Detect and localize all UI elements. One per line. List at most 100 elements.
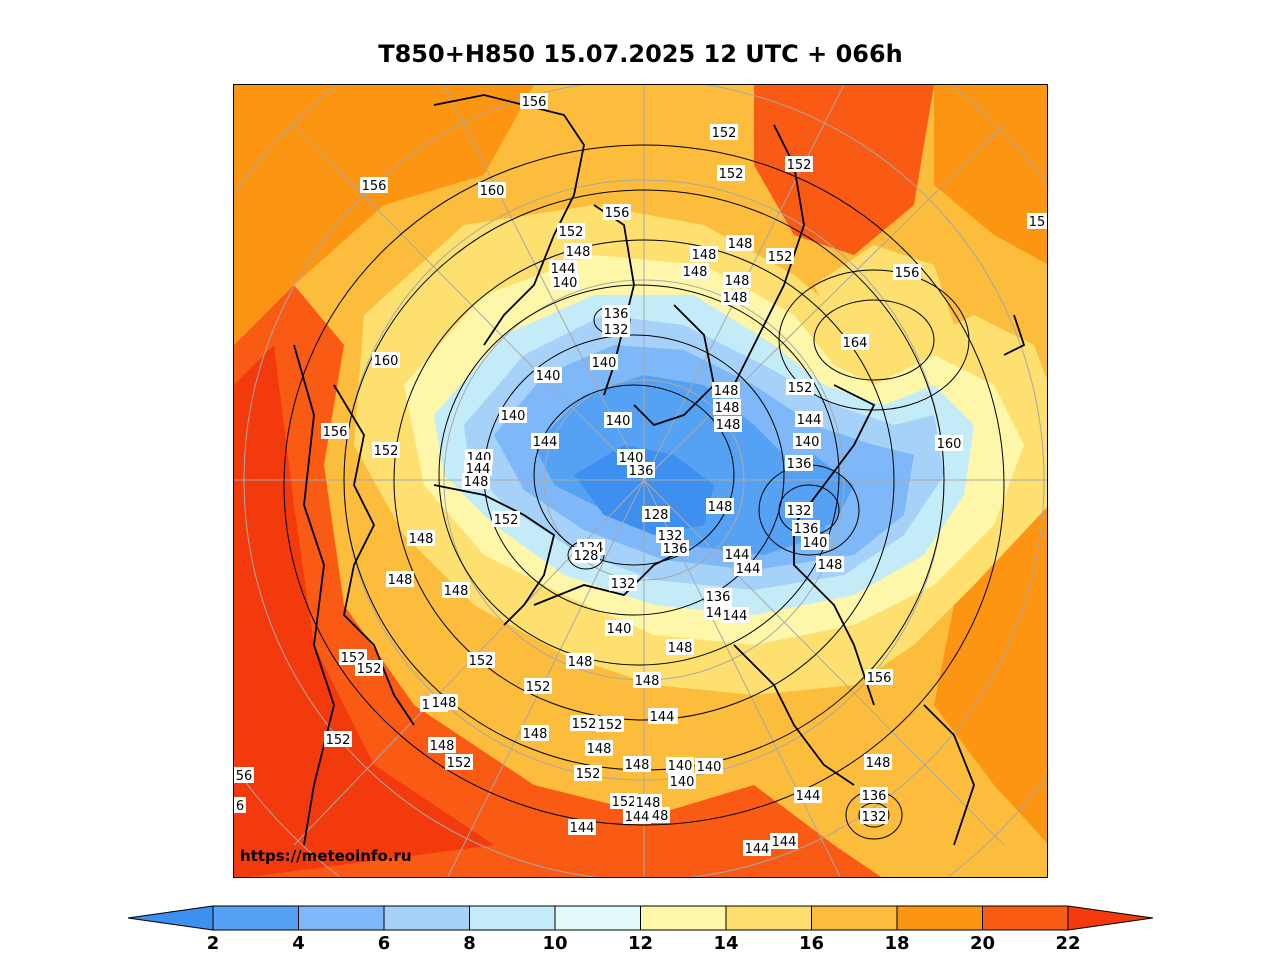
contour-label: 136 (792, 520, 820, 537)
contour-label: 144 (721, 607, 749, 624)
contour-label-text: 160 (937, 437, 962, 452)
contour-label: 148 (723, 272, 751, 289)
contour-label: 136 (627, 462, 655, 479)
contour-label-text: 152 (576, 767, 601, 782)
contour-label: 152 (785, 156, 813, 173)
contour-label-text: 144 (723, 609, 748, 624)
contour-label: 152 (324, 731, 352, 748)
contour-label: 160 (478, 182, 506, 199)
contour-label-text: 148 (464, 475, 489, 490)
colorbar-segment (982, 905, 1069, 931)
contour-label-text: 148 (692, 248, 717, 263)
contour-label-text: 148 (714, 384, 739, 399)
contour-label: 152 (786, 379, 814, 396)
contour-label: 148 (726, 235, 754, 252)
contour-label-text: 148 (388, 573, 413, 588)
contour-label: 144 (743, 840, 771, 857)
contour-label: 148 (428, 737, 456, 754)
contour-label: 136 (860, 787, 888, 804)
contour-label: 136 (785, 455, 813, 472)
contour-label: 15 (1027, 213, 1047, 230)
contour-label: 148 (712, 382, 740, 399)
contour-label-text: 136 (862, 789, 887, 804)
contour-label: 144 (648, 708, 676, 725)
contour-label: 140 (605, 620, 633, 637)
contour-label-text: 144 (745, 842, 770, 857)
contour-label-text: 6 (236, 799, 244, 814)
contour-label: 152 (766, 248, 794, 265)
contour-label-text: 152 (768, 250, 793, 265)
contour-label: 152 (372, 442, 400, 459)
contour-label: 140 (499, 407, 527, 424)
contour-label-text: 148 (715, 401, 740, 416)
contour-label-text: 144 (725, 548, 750, 563)
contour-label-text: 152 (572, 717, 597, 732)
colorbar-min-extend (127, 905, 214, 931)
contour-label: 144 (549, 260, 577, 277)
contour-label-text: 140 (606, 414, 631, 429)
contour-label: 152 (610, 793, 638, 810)
contour-label: 136 (661, 540, 689, 557)
contour-label-text: 152 (598, 718, 623, 733)
contour-label: 152 (467, 652, 495, 669)
colorbar-tick-label: 16 (799, 933, 824, 954)
colorbar-max-extend (1067, 905, 1154, 931)
contour-label-text: 140 (592, 356, 617, 371)
contour-label: 148 (430, 694, 458, 711)
contour-label-text: 152 (357, 662, 382, 677)
contour-label: 140 (590, 354, 618, 371)
weather-map[interactable]: 156 152 152 152 156 160 156 15 152 148 144 140 148 14… (233, 84, 1048, 878)
contour-label: 156 (603, 204, 631, 221)
contour-label: 148 (585, 740, 613, 757)
contour-label: 148 (566, 653, 594, 670)
contour-label: 152 (492, 511, 520, 528)
contour-label-text: 152 (719, 167, 744, 182)
contour-label-text: 152 (559, 225, 584, 240)
contour-label-text: 156 (323, 425, 348, 440)
contour-label-text: 128 (644, 508, 669, 523)
contour-label: 152 (717, 165, 745, 182)
contour-label-text: 140 (553, 276, 578, 291)
contour-label-text: 136 (663, 542, 688, 557)
contour-label-text: 148 (866, 756, 891, 771)
contour-label-text: 148 (635, 674, 660, 689)
contour-label-text: 148 (566, 245, 591, 260)
colorbar-tick-label: 8 (463, 933, 476, 954)
contour-label-text: 140 (501, 409, 526, 424)
contour-label: 148 (442, 582, 470, 599)
contour-label: 144 (723, 546, 751, 563)
watermark: https://meteoinfo.ru (240, 847, 412, 865)
contour-label-text: 144 (650, 710, 675, 725)
contour-label-text: 136 (787, 457, 812, 472)
contour-label: 144 (623, 808, 651, 825)
contour-label: 148 (386, 571, 414, 588)
contour-label-text: 132 (787, 504, 812, 519)
colorbar-tick-label: 14 (713, 933, 738, 954)
contour-label: 148 (864, 754, 892, 771)
map-title: T850+H850 15.07.2025 12 UTC + 066h (378, 40, 903, 68)
contour-label-text: 140 (795, 435, 820, 450)
colorbar-tick-label: 4 (292, 933, 305, 954)
contour-label-text: 148 (683, 265, 708, 280)
contour-label: 148 (721, 289, 749, 306)
colorbar-segment (469, 905, 556, 931)
contour-label-text: 144 (797, 413, 822, 428)
contour-label: 140 (551, 274, 579, 291)
contour-label-text: 148 (716, 418, 741, 433)
contour-label: 144 (794, 787, 822, 804)
contour-label-text: 152 (526, 680, 551, 695)
contour-label: 144 (795, 411, 823, 428)
contour-label: 152 (355, 660, 383, 677)
contour-label: 156 (893, 264, 921, 281)
contour-label: 144 (734, 560, 762, 577)
contour-label-text: 164 (843, 336, 868, 351)
colorbar-segment (212, 905, 299, 931)
colorbar-tick-label: 6 (378, 933, 391, 954)
contour-label: 152 (574, 765, 602, 782)
contour-label: 56 (234, 767, 254, 784)
colorbar-segment (554, 905, 641, 931)
contour-label-text: 15 (1029, 215, 1046, 230)
contour-label-text: 148 (625, 758, 650, 773)
contour-label: 148 (521, 725, 549, 742)
contour-label: 152 (557, 223, 585, 240)
